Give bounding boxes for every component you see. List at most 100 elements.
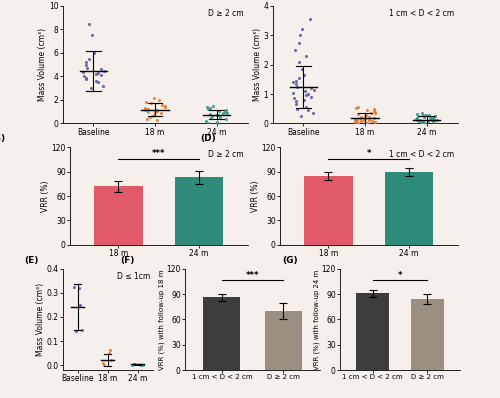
Point: [413, 117, 421, 124]
Point: [202, 118, 210, 124]
Point: [155, 97, 163, 103]
Point: [154, 107, 162, 113]
Bar: [94, 186, 142, 245]
Text: D ≤ 1cm: D ≤ 1cm: [118, 272, 150, 281]
Y-axis label: Mass Volume (cm³): Mass Volume (cm³): [38, 28, 48, 101]
Point: [360, 117, 368, 123]
Point: [351, 118, 359, 125]
Point: [83, 65, 91, 71]
Point: [371, 119, 379, 125]
Point: [80, 73, 88, 80]
Text: ***: ***: [246, 271, 259, 280]
Point: [88, 32, 96, 39]
Point: [296, 32, 304, 39]
Point: [142, 105, 150, 111]
Point: [295, 75, 303, 81]
Point: [428, 115, 436, 121]
Point: [290, 95, 298, 101]
Point: [302, 104, 310, 110]
Point: [434, 117, 442, 123]
Point: [100, 67, 108, 74]
Text: *: *: [366, 149, 371, 158]
Point: [304, 107, 312, 113]
Point: [70, 284, 78, 290]
Point: [142, 98, 150, 105]
Point: [300, 97, 308, 103]
Point: [432, 113, 440, 119]
Point: [304, 91, 312, 97]
Point: [418, 119, 426, 125]
Point: [108, 357, 116, 364]
Text: 1 cm < D < 2 cm: 1 cm < D < 2 cm: [388, 10, 454, 18]
Point: [302, 92, 310, 99]
Point: [354, 120, 362, 126]
Point: [94, 70, 102, 76]
Point: [292, 80, 300, 87]
Point: [206, 111, 214, 117]
Point: [306, 16, 314, 22]
Point: [294, 39, 302, 46]
Point: [212, 119, 220, 125]
Point: [412, 116, 420, 123]
Point: [413, 114, 421, 121]
Text: (G): (G): [282, 256, 298, 265]
Point: [290, 79, 298, 86]
Point: [430, 113, 438, 119]
Point: [72, 328, 80, 335]
Point: [78, 327, 86, 334]
Point: [370, 107, 378, 114]
Point: [370, 115, 378, 121]
Point: [213, 112, 221, 118]
Point: [216, 114, 224, 120]
Point: [208, 113, 216, 119]
Point: [354, 111, 362, 117]
Text: D ≥ 2 cm: D ≥ 2 cm: [208, 150, 244, 159]
Point: [204, 106, 212, 113]
Point: [158, 101, 166, 108]
Text: (F): (F): [120, 256, 134, 265]
Point: [85, 56, 93, 62]
Point: [82, 76, 90, 82]
Point: [206, 105, 214, 111]
Point: [292, 101, 300, 107]
Point: [92, 78, 100, 84]
Point: [219, 109, 227, 116]
Point: [146, 114, 154, 120]
Point: [154, 117, 162, 123]
Point: [426, 112, 434, 118]
Point: [150, 94, 158, 101]
Point: [420, 120, 428, 126]
Text: (E): (E): [24, 256, 39, 265]
Point: [92, 71, 100, 77]
Point: [141, 107, 149, 114]
Point: [100, 83, 108, 89]
Point: [371, 108, 379, 115]
Point: [422, 112, 430, 118]
Point: [300, 72, 308, 78]
Point: [84, 20, 92, 27]
Point: [368, 118, 376, 124]
Y-axis label: Mass Volume (cm³): Mass Volume (cm³): [36, 283, 45, 356]
Point: [76, 302, 84, 308]
Point: [130, 361, 138, 367]
Point: [430, 116, 438, 122]
Point: [354, 104, 362, 110]
Bar: [385, 172, 434, 245]
Point: [137, 361, 145, 368]
Point: [288, 90, 296, 96]
Point: [357, 116, 365, 123]
Point: [294, 59, 302, 65]
Point: [82, 74, 90, 81]
Point: [424, 118, 432, 125]
Point: [352, 105, 360, 111]
Point: [208, 115, 216, 121]
Point: [418, 110, 426, 117]
Point: [296, 113, 304, 119]
Point: [416, 116, 424, 123]
Point: [430, 119, 438, 126]
Point: [144, 109, 152, 115]
Point: [352, 119, 360, 126]
Point: [302, 53, 310, 59]
Point: [222, 116, 230, 123]
Point: [428, 117, 436, 123]
